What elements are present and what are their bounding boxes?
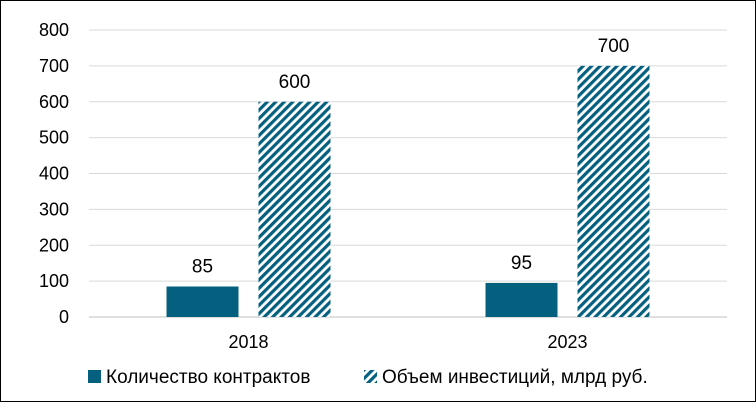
legend-label: Количество контрактов (106, 367, 310, 388)
y-tick-label: 800 (39, 20, 69, 40)
y-tick-label: 0 (59, 307, 69, 327)
x-axis-ticks: 2018 2023 (228, 332, 587, 352)
bar (258, 101, 331, 317)
bar (485, 282, 558, 317)
y-tick-label: 500 (39, 128, 69, 148)
legend-label: Объем инвестиций, млрд руб. (382, 367, 648, 388)
x-tick-label: 2018 (228, 332, 268, 352)
data-label: 95 (511, 253, 532, 274)
y-tick-label: 300 (39, 199, 69, 219)
y-axis-ticks: 0 100 200 300 400 500 600 700 800 (39, 20, 69, 327)
y-tick-label: 200 (39, 235, 69, 255)
y-tick-label: 100 (39, 271, 69, 291)
bar (577, 65, 650, 317)
y-tick-label: 700 (39, 56, 69, 76)
data-labels: 85 600 95 700 (192, 36, 629, 278)
data-label: 700 (598, 36, 630, 57)
data-label: 600 (279, 72, 311, 93)
gridlines (89, 29, 727, 318)
data-label: 85 (192, 257, 213, 278)
y-tick-label: 600 (39, 92, 69, 112)
bar (166, 286, 239, 317)
bars (166, 65, 650, 317)
legend: Количество контрактов Объем инвестиций, м… (88, 367, 648, 388)
legend-swatch (88, 370, 101, 383)
legend-swatch (364, 370, 377, 383)
x-tick-label: 2023 (547, 332, 587, 352)
y-tick-label: 400 (39, 164, 69, 184)
